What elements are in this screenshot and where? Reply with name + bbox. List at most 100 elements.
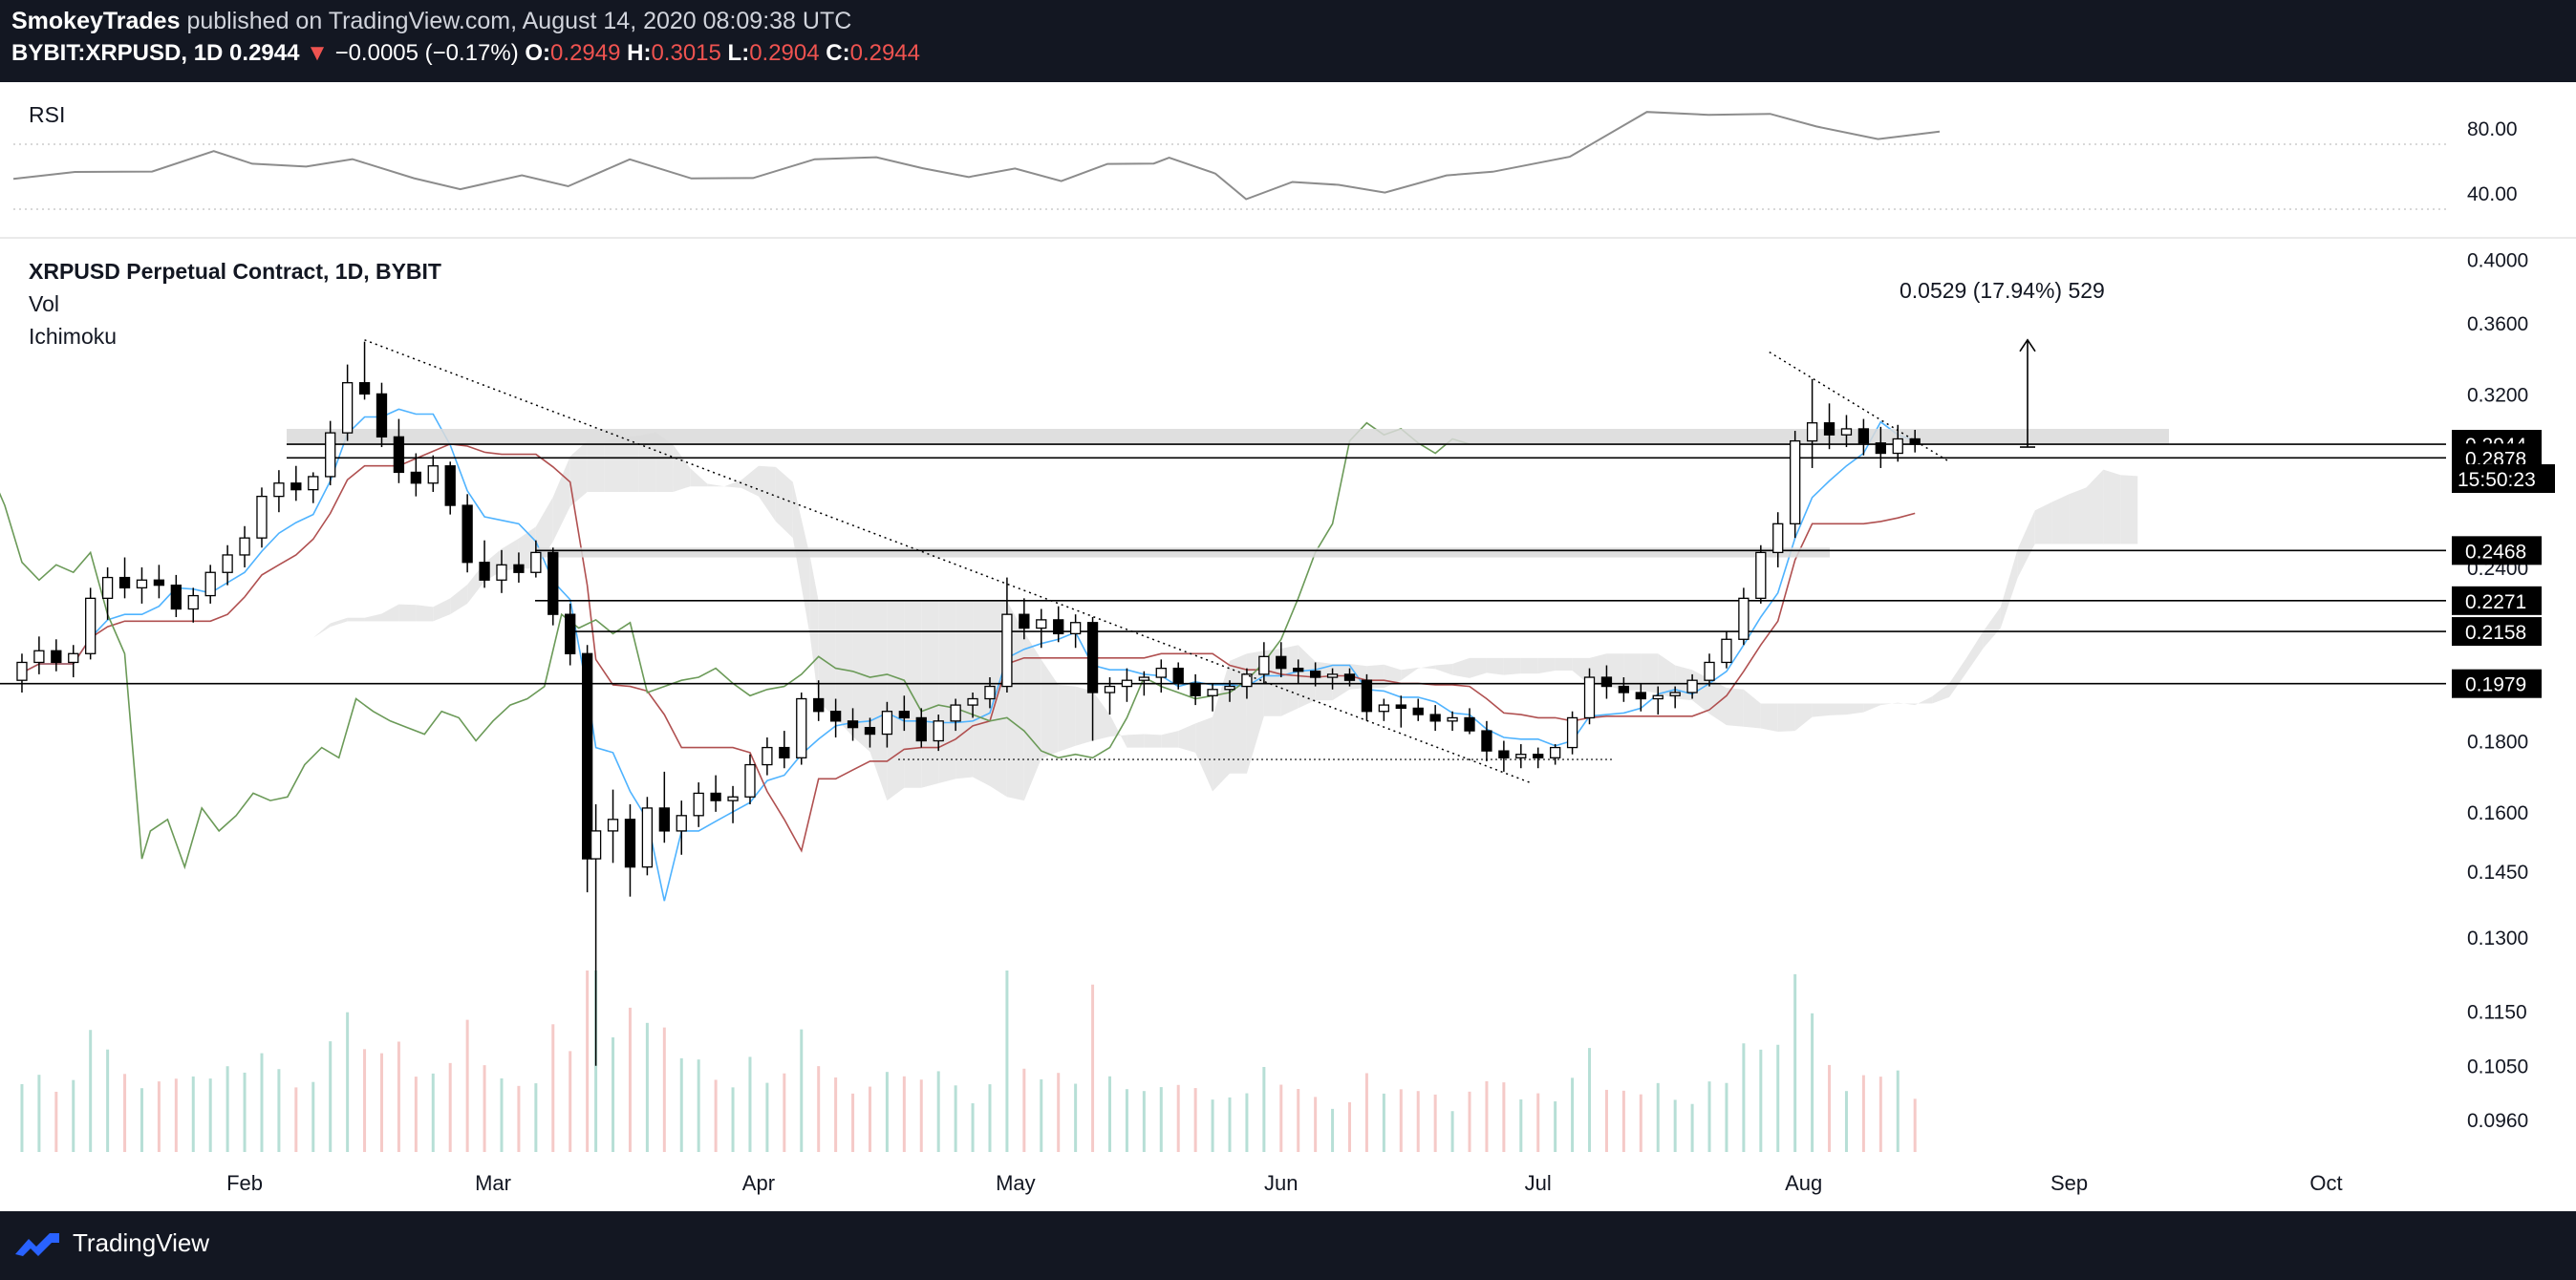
volume-bar	[1468, 1091, 1471, 1152]
candle-body	[1721, 638, 1732, 664]
volume-bar	[1399, 1089, 1403, 1152]
volume-bar	[1382, 1093, 1385, 1152]
candle-body	[1652, 694, 1664, 700]
cloud-segment	[450, 584, 468, 615]
volume-bar	[1022, 1068, 1026, 1152]
cloud-segment	[1932, 683, 1950, 704]
candle-body	[624, 819, 636, 868]
author-name[interactable]: SmokeyTrades	[11, 8, 181, 34]
volume-bar	[1057, 1073, 1061, 1152]
cloud-segment	[621, 436, 639, 492]
time-axis[interactable]: Feb Mar Apr May Jun Jul Aug Sep Oct	[226, 1171, 2343, 1195]
candle-body	[1566, 716, 1578, 749]
price-axis[interactable]: 0.40000.36000.32000.28000.24000.20000.18…	[2452, 250, 2555, 1133]
candle-body	[1669, 692, 1681, 696]
volume-bar	[1040, 1078, 1043, 1152]
candle-body	[530, 551, 542, 573]
cloud-segment	[2017, 510, 2035, 578]
main-series-title[interactable]: XRPUSD Perpetual Contract, 1D, BYBIT	[29, 259, 441, 284]
chart-header: SmokeyTrades published on TradingView.co…	[0, 0, 2576, 82]
volume-bar	[54, 1091, 58, 1152]
volume-bar	[225, 1066, 229, 1152]
candle-body	[1086, 622, 1099, 693]
chikou-line	[0, 421, 1470, 870]
cloud-segment	[707, 483, 725, 487]
volume-bar	[731, 1087, 735, 1152]
cloud-segment	[887, 601, 905, 801]
candle-body	[1121, 679, 1133, 688]
time-tick-label: Jul	[1525, 1171, 1552, 1195]
candle-body	[1258, 655, 1270, 675]
cloud-segment	[1658, 653, 1676, 699]
cloud-segment	[1794, 703, 1813, 732]
volume-bar	[1107, 1076, 1111, 1152]
candle-body	[813, 697, 825, 713]
cloud-segment	[2103, 469, 2121, 544]
rsi-label[interactable]: RSI	[29, 102, 65, 127]
candle-body	[1104, 685, 1116, 693]
cloud-segment	[1949, 657, 1966, 697]
price-tick-label: 0.1450	[2467, 862, 2528, 884]
cloud-segment	[1332, 663, 1350, 701]
price-tick-label: 0.1800	[2467, 732, 2528, 754]
cloud-segment	[724, 480, 742, 488]
cloud-segment	[1915, 696, 1933, 706]
symbol-text[interactable]: BYBIT:XRPUSD, 1D	[11, 40, 224, 66]
volume-bar	[1125, 1089, 1128, 1152]
volume-bar	[72, 1079, 75, 1152]
volume-bar	[37, 1075, 41, 1152]
cloud-segment	[1743, 689, 1761, 729]
volume-bar	[1828, 1064, 1832, 1152]
volume-bar	[569, 1051, 572, 1152]
candle-body	[1378, 704, 1390, 713]
volume-bar	[1793, 973, 1797, 1152]
candle-body	[1069, 622, 1082, 635]
candle-body	[1704, 661, 1715, 681]
cloud-segment	[330, 617, 348, 628]
pane-labels: RSI XRPUSD Perpetual Contract, 1D, BYBIT…	[29, 102, 2105, 349]
candle-body	[1036, 619, 1047, 629]
candle-body	[590, 830, 602, 860]
vol-label[interactable]: Vol	[29, 291, 59, 316]
volume-bar	[1314, 1097, 1318, 1152]
volume-bar	[329, 1041, 333, 1152]
price-tick-label: 0.4000	[2467, 250, 2528, 272]
candle-body	[1892, 437, 1903, 455]
candle-body	[1481, 730, 1492, 752]
wedge-trend-line[interactable]	[1769, 351, 1950, 462]
candle-body	[204, 571, 216, 597]
cloud-segment	[1555, 657, 1573, 671]
volume-bar	[20, 1083, 24, 1152]
ichimoku-label[interactable]: Ichimoku	[29, 324, 117, 349]
volume-bar	[1742, 1043, 1746, 1152]
candle-body	[462, 504, 473, 564]
candle-body	[1361, 679, 1373, 713]
volume-bar	[800, 1029, 804, 1152]
cloud-segment	[1470, 657, 1487, 678]
downtrend-line[interactable]	[364, 339, 1531, 783]
volume-bar	[988, 1084, 992, 1152]
volume-bar	[1878, 1077, 1882, 1152]
volume-bar	[311, 1081, 315, 1152]
candle-body	[1806, 422, 1818, 442]
cloud-segment	[1418, 665, 1436, 670]
candle-body	[796, 697, 807, 758]
sr-zone	[535, 547, 1830, 558]
cloud-segment	[638, 432, 656, 492]
candle-body	[101, 576, 114, 599]
candle-body	[427, 465, 439, 484]
candle-body	[727, 796, 739, 801]
volume-bar	[1502, 1082, 1506, 1152]
cloud-segment	[1435, 663, 1453, 675]
volume-bar	[191, 1076, 195, 1152]
volume-bar	[919, 1079, 923, 1152]
cloud-segment	[1127, 734, 1145, 748]
cloud-segment	[2069, 487, 2087, 544]
tradingview-logo[interactable]: TradingView	[13, 1228, 209, 1258]
low-value: 0.2904	[749, 40, 820, 66]
sr-zone	[287, 428, 2169, 445]
cloud-segment	[501, 538, 519, 571]
volume-bar	[1348, 1101, 1352, 1152]
rsi-tick-label: 80.00	[2467, 118, 2518, 140]
